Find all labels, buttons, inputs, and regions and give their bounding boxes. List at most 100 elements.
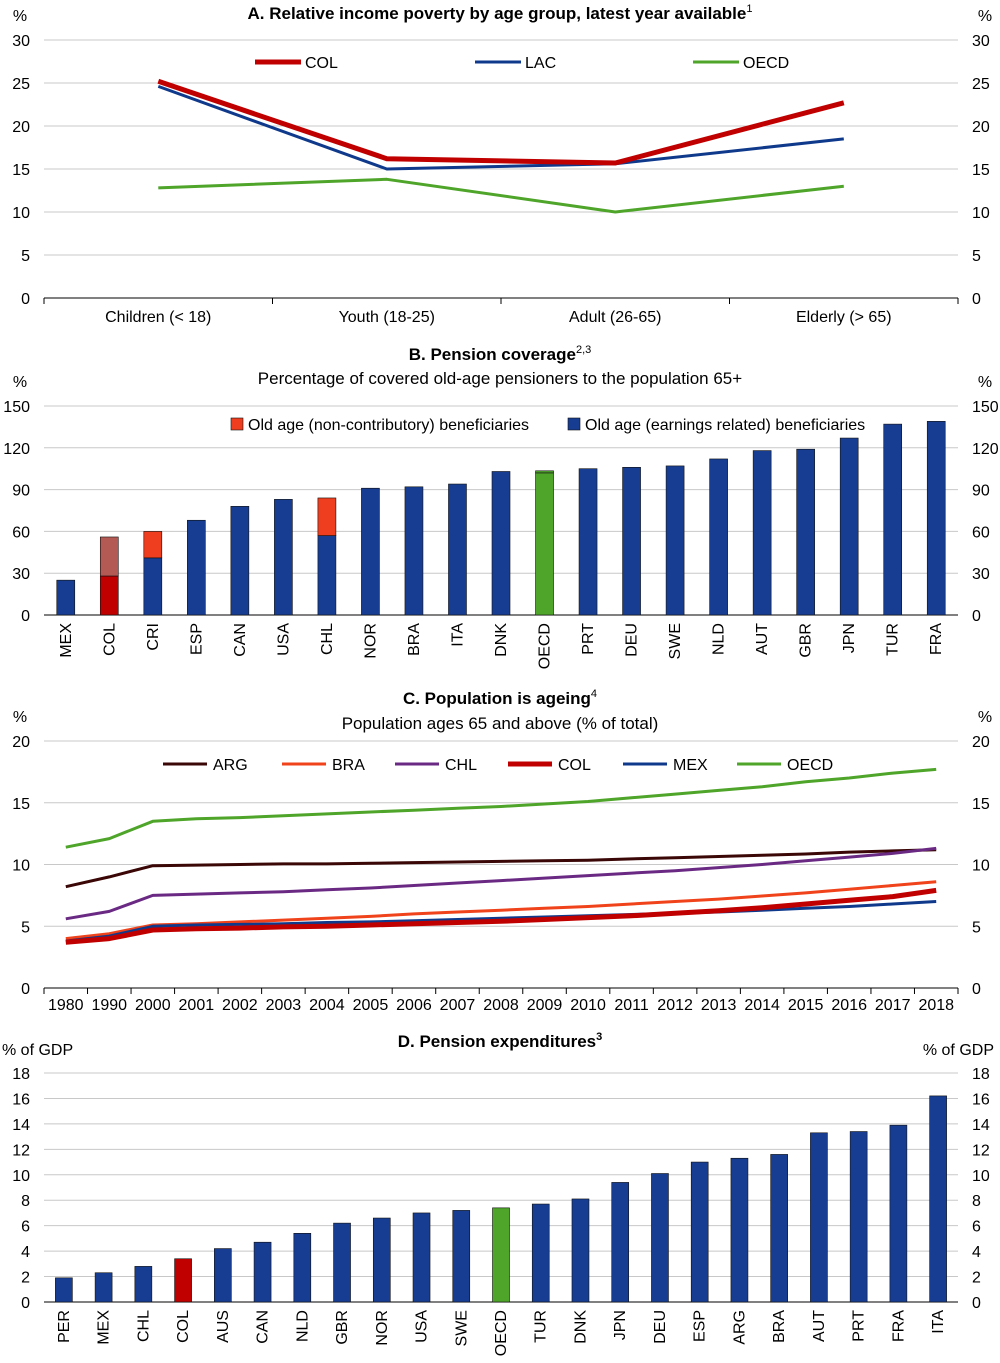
x-tick-label: PER — [56, 1310, 73, 1343]
y-axis-unit-left: % of GDP — [2, 1042, 73, 1059]
y-tick-label-right: 120 — [972, 441, 999, 458]
legend-label-non-contributory: Old age (non-contributory) beneficiaries — [248, 417, 529, 434]
x-tick-label: SWE — [453, 1310, 470, 1346]
panel-c-subtitle: Population ages 65 and above (% of total… — [342, 714, 659, 733]
y-tick-label-left: 30 — [12, 33, 30, 50]
y-tick-label-left: 18 — [12, 1066, 30, 1083]
y-tick-label-right: 0 — [972, 981, 981, 998]
x-tick-label: ARG — [731, 1310, 748, 1345]
bar-earnings-related — [404, 486, 424, 616]
legend-label-chl: CHL — [445, 757, 477, 774]
bar-pension-expenditure — [889, 1124, 908, 1303]
bar-pension-expenditure — [214, 1248, 232, 1303]
x-tick-label: 2004 — [309, 997, 345, 1014]
y-tick-label-right: 12 — [972, 1142, 990, 1159]
y-tick-label-left: 0 — [21, 981, 30, 998]
bar-pension-expenditure — [94, 1272, 113, 1303]
y-tick-label-left: 20 — [12, 734, 30, 751]
bar-earnings-related — [752, 450, 772, 616]
bar-non-contributory — [317, 497, 337, 536]
x-tick-label: Elderly (> 65) — [796, 309, 892, 326]
bar-pension-expenditure — [531, 1203, 550, 1303]
bar-earnings-related — [230, 506, 250, 616]
y-axis-unit-right: % — [978, 709, 992, 726]
y-tick-label-right: 30 — [972, 566, 990, 583]
y-tick-label-left: 5 — [21, 248, 30, 265]
bar-earnings-related — [578, 468, 598, 616]
x-tick-label: GBR — [798, 623, 815, 658]
y-tick-label-right: 2 — [972, 1270, 981, 1287]
y-tick-label-left: 14 — [12, 1117, 30, 1134]
x-tick-label: FRA — [928, 623, 945, 655]
x-tick-label: USA — [275, 623, 292, 656]
y-tick-label-left: 20 — [12, 119, 30, 136]
y-axis-unit-left: % — [13, 374, 27, 391]
bar-pension-expenditure — [690, 1161, 709, 1303]
y-tick-label-left: 16 — [12, 1091, 30, 1108]
y-tick-label-left: 30 — [12, 566, 30, 583]
series-line-chl — [65, 846, 937, 921]
bar-pension-expenditure — [611, 1182, 630, 1303]
x-tick-label: 2016 — [831, 997, 867, 1014]
legend-label-earnings-related: Old age (earnings related) beneficiaries — [585, 417, 865, 434]
panel-c-title: C. Population is ageing4 — [403, 688, 597, 708]
y-tick-label-right: 90 — [972, 483, 990, 500]
panel-d: % of GDP % of GDP 0 0 2 2 4 4 6 6 8 8 10 10 12 12 14 14 16… — [2, 1042, 994, 1356]
panel-b-title-note-marker: 2,3 — [576, 344, 591, 356]
series-line-col — [157, 78, 845, 166]
y-tick-label-left: 4 — [21, 1244, 30, 1261]
x-tick-label: 2009 — [527, 997, 563, 1014]
x-tick-label: NLD — [294, 1310, 311, 1342]
panel-c-title-text: C. Population is ageing — [403, 689, 591, 708]
y-tick-label-right: 5 — [972, 919, 981, 936]
y-tick-label-left: 120 — [3, 441, 30, 458]
bar-pension-expenditure — [253, 1241, 272, 1303]
y-tick-label-left: 15 — [12, 162, 30, 179]
y-axis-unit-right: % — [978, 374, 992, 391]
y-tick-label-left: 60 — [12, 524, 30, 541]
y-tick-label-right: 0 — [972, 291, 981, 308]
x-tick-label: AUT — [811, 1310, 828, 1342]
x-tick-label: CAN — [255, 1310, 272, 1344]
bar-pension-expenditure — [849, 1131, 868, 1303]
x-tick-label: COL — [175, 1310, 192, 1343]
series-line-bra — [65, 880, 937, 941]
x-tick-label: USA — [414, 1310, 431, 1343]
y-tick-label-left: 12 — [12, 1142, 30, 1159]
x-tick-label: 2011 — [614, 997, 649, 1014]
x-tick-label: 2008 — [483, 997, 519, 1014]
panel-d-title-text: D. Pension expenditures — [398, 1032, 596, 1051]
y-tick-label-left: 0 — [21, 291, 30, 308]
x-tick-label: ITA — [930, 1310, 947, 1334]
bar-earnings-related — [448, 483, 467, 616]
x-tick-label: NOR — [362, 623, 379, 659]
x-tick-label: 2000 — [135, 997, 171, 1014]
y-tick-label-right: 20 — [972, 119, 990, 136]
x-tick-label: DEU — [652, 1310, 669, 1344]
bar-pension-expenditure — [372, 1217, 391, 1303]
legend-label-mex: MEX — [673, 757, 708, 774]
y-tick-label-left: 10 — [12, 205, 30, 222]
series-line-arg — [65, 848, 937, 889]
bar-earnings-related — [709, 458, 728, 616]
y-tick-label-left: 90 — [12, 483, 30, 500]
bar-pension-expenditure — [730, 1157, 749, 1303]
y-tick-label-right: 60 — [972, 524, 990, 541]
bar-earnings-related — [317, 535, 337, 616]
bar-earnings-related — [56, 579, 76, 616]
y-tick-label-right: 18 — [972, 1066, 990, 1083]
y-tick-label-left: 15 — [12, 796, 30, 813]
bar-pension-expenditure — [929, 1095, 947, 1303]
legend-swatch-earnings-related — [567, 417, 581, 431]
panel-c-title-note-marker: 4 — [591, 688, 597, 700]
bar-pension-expenditure — [412, 1212, 431, 1303]
bar-earnings-related — [665, 465, 685, 616]
x-tick-label: AUT — [754, 623, 771, 655]
x-tick-label: 2003 — [266, 997, 302, 1014]
x-tick-label: 2002 — [222, 997, 258, 1014]
panel-a-title: A. Relative income poverty by age group,… — [248, 3, 753, 23]
x-tick-label: OECD — [537, 623, 554, 669]
x-tick-label: AUS — [215, 1310, 232, 1343]
series-line-oecd — [65, 767, 937, 849]
